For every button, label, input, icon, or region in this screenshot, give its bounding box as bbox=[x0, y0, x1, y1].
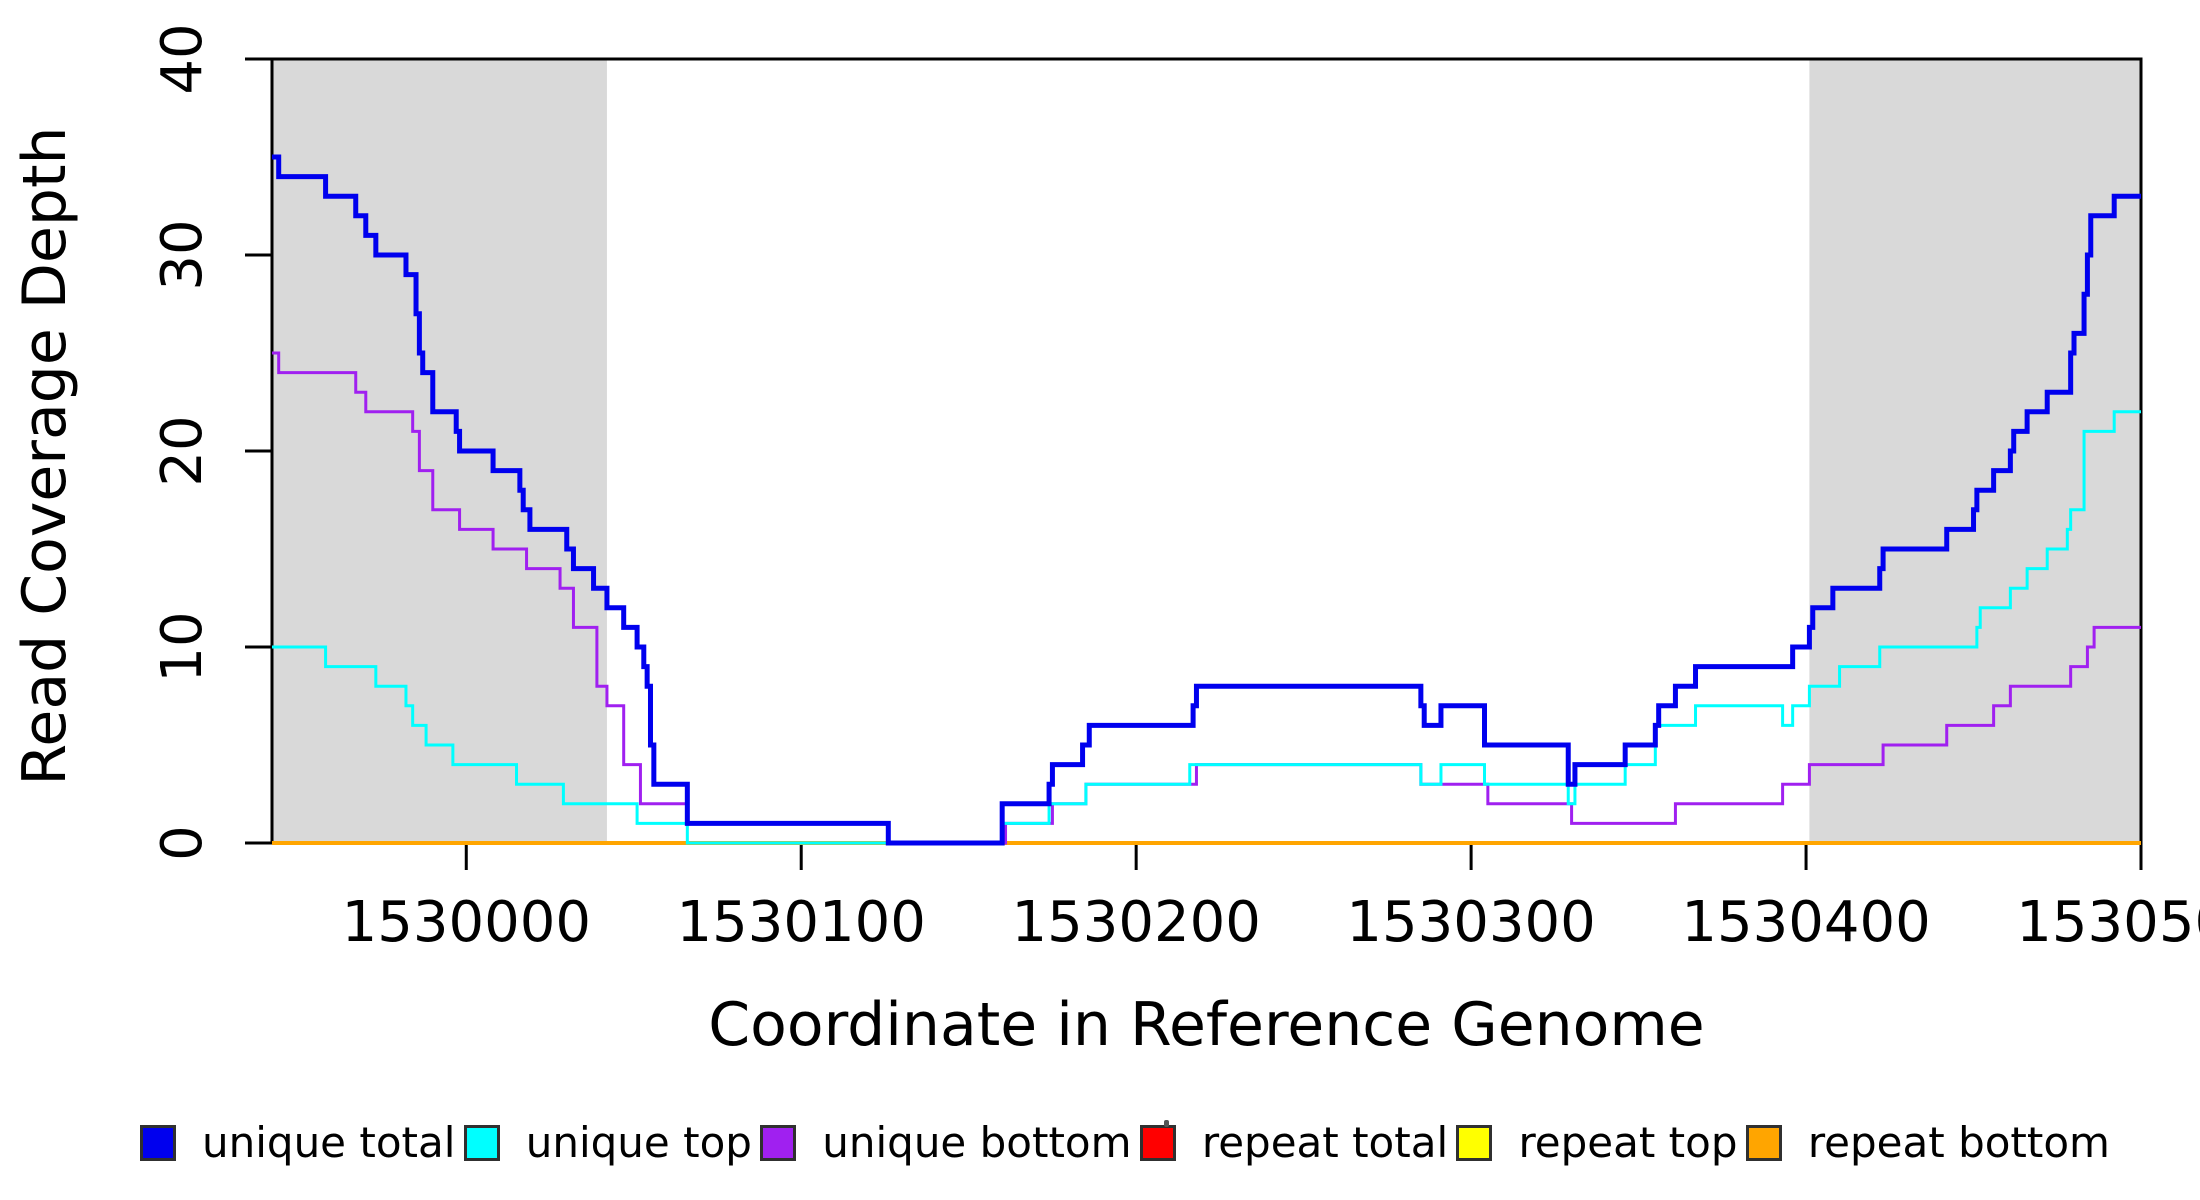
shaded-region-right-flank bbox=[1809, 59, 2141, 843]
legend-swatch-icon bbox=[760, 1124, 797, 1161]
y-axis-title: Read Coverage Depth bbox=[10, 126, 80, 786]
legend-item-repeat-bottom: repeat bottom bbox=[1745, 1118, 2110, 1167]
y-tick-label: 20 bbox=[150, 415, 215, 487]
x-tick-label: 1530100 bbox=[676, 890, 926, 955]
x-tick-label: 1530000 bbox=[341, 890, 591, 955]
legend-swatch-icon bbox=[1745, 1124, 1782, 1161]
stray-mark bbox=[1164, 1120, 1169, 1127]
legend-label: repeat total bbox=[1201, 1118, 1449, 1167]
legend-swatch-icon bbox=[1456, 1124, 1493, 1161]
legend-swatch-icon bbox=[140, 1124, 176, 1161]
legend-item-unique-top: unique top bbox=[463, 1118, 752, 1167]
y-tick-label: 10 bbox=[150, 611, 215, 683]
legend-item-unique-bottom: unique bottom bbox=[760, 1118, 1132, 1167]
x-tick-label: 1530500 bbox=[2016, 890, 2200, 955]
legend-label: unique bottom bbox=[822, 1118, 1132, 1167]
x-tick-label: 1530400 bbox=[1681, 890, 1931, 955]
x-tick-label: 1530300 bbox=[1346, 890, 1596, 955]
legend-swatch-icon bbox=[1139, 1124, 1176, 1161]
y-tick-label: 0 bbox=[150, 825, 215, 861]
legend-item-repeat-total: repeat total bbox=[1139, 1118, 1449, 1167]
y-tick-label: 30 bbox=[150, 219, 215, 291]
legend-label: unique top bbox=[525, 1118, 752, 1167]
legend-label: unique total bbox=[202, 1118, 456, 1167]
x-tick-label: 1530200 bbox=[1011, 890, 1261, 955]
x-axis-title: Coordinate in Reference Genome bbox=[708, 990, 1705, 1060]
legend-label: repeat top bbox=[1518, 1118, 1738, 1167]
series-line-unique-total bbox=[272, 154, 2141, 846]
legend-label: repeat bottom bbox=[1807, 1118, 2110, 1167]
legend: unique total unique top unique bottom repea… bbox=[140, 1118, 2110, 1167]
legend-swatch-icon bbox=[463, 1124, 500, 1161]
legend-item-repeat-top: repeat top bbox=[1456, 1118, 1738, 1167]
series-line-unique-top bbox=[272, 410, 2141, 845]
legend-item-unique-total: unique total bbox=[140, 1118, 455, 1167]
y-tick-label: 40 bbox=[150, 23, 215, 95]
